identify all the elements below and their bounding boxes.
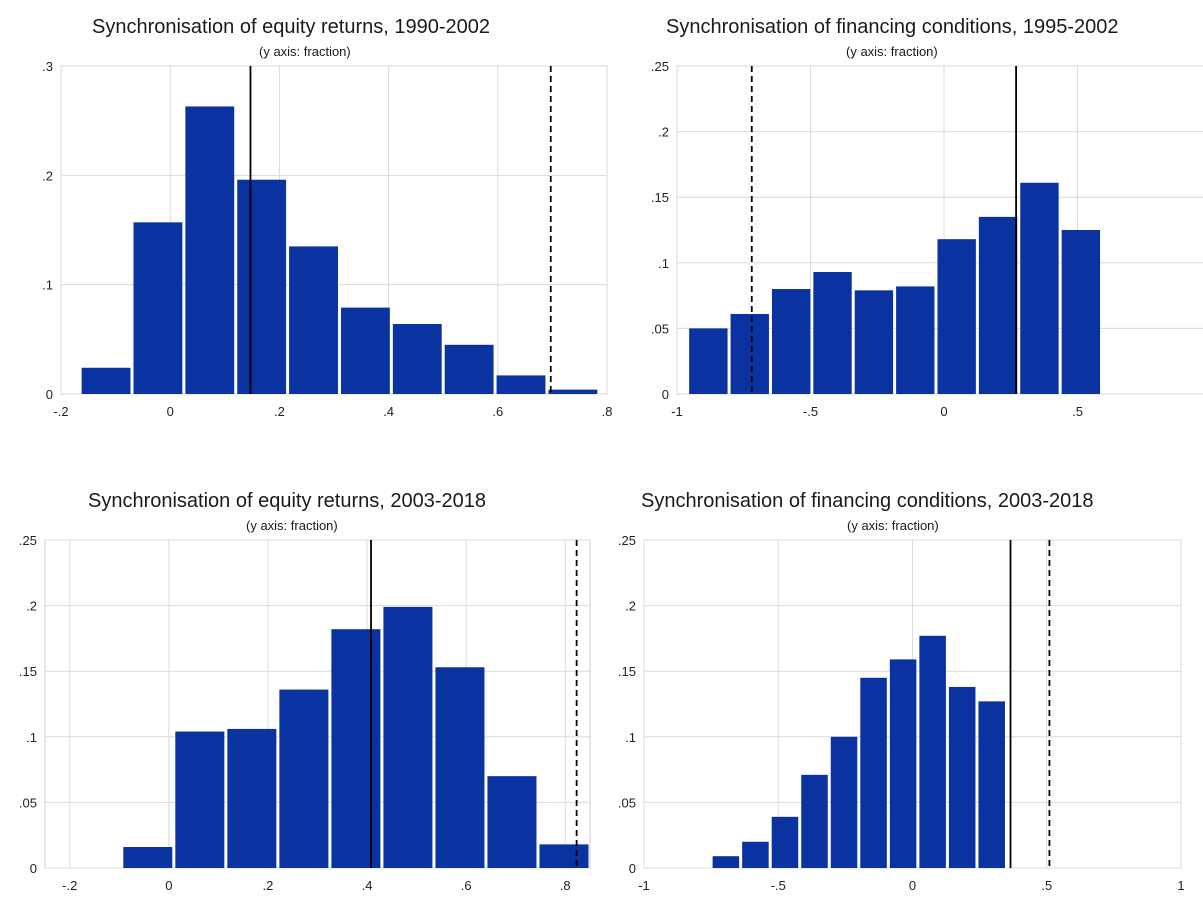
histogram-bar [889, 659, 917, 868]
y-tick-label: .2 [42, 168, 53, 183]
y-tick-label: .2 [26, 599, 37, 614]
histogram-bar [487, 776, 537, 868]
y-tick-label: 0 [662, 387, 669, 402]
x-tick-label: 0 [940, 404, 947, 419]
chart-title: Synchronisation of financing conditions,… [666, 16, 1119, 38]
x-tick-label: 0 [167, 404, 174, 419]
histogram-bar [860, 677, 887, 868]
x-tick-label: -.5 [771, 878, 786, 893]
y-tick-label: .1 [42, 278, 53, 293]
x-tick-label: -.2 [53, 404, 68, 419]
histogram-bar [919, 635, 946, 868]
histogram-bar [81, 367, 131, 394]
histogram-bar [1061, 230, 1101, 394]
x-tick-label: 1 [1177, 878, 1184, 893]
histogram-bar [123, 847, 173, 868]
x-tick-label: -1 [638, 878, 650, 893]
chart-panel-equity-1990-2002: Synchronisation of equity returns, 1990-… [0, 0, 613, 440]
x-tick-label: -.5 [803, 404, 818, 419]
histogram-bar [854, 290, 894, 394]
chart-panel-financing-2003-2018: Synchronisation of financing conditions,… [603, 448, 1203, 897]
histogram-bar [383, 606, 433, 868]
y-tick-label: .1 [625, 730, 636, 745]
histogram-bar [289, 246, 338, 394]
histogram-bar [978, 216, 1018, 394]
histogram-bar [392, 324, 442, 394]
y-tick-label: 0 [629, 861, 636, 876]
x-tick-label: .4 [362, 878, 373, 893]
chart-title: Synchronisation of financing conditions,… [641, 490, 1094, 512]
x-tick-label: -.2 [62, 878, 77, 893]
chart-panel-equity-2003-2018: Synchronisation of equity returns, 2003-… [0, 448, 600, 897]
y-tick-label: .15 [651, 190, 669, 205]
x-tick-label: .5 [1072, 404, 1083, 419]
histogram-bar [830, 736, 858, 868]
histogram-bar [771, 816, 799, 868]
chart-subtitle: (y axis: fraction) [246, 518, 338, 533]
histogram-bar [978, 701, 1005, 868]
x-tick-label: 0 [909, 878, 916, 893]
histogram-bar [133, 222, 183, 394]
histogram-bar [896, 286, 935, 394]
histogram-bar [340, 307, 390, 394]
chart-panel-financing-1995-2002: Synchronisation of financing conditions,… [603, 0, 1203, 440]
y-tick-label: .05 [19, 795, 37, 810]
histogram-bar [730, 313, 769, 394]
x-tick-label: .2 [274, 404, 285, 419]
y-tick-label: .1 [26, 730, 37, 745]
histogram-bar [331, 629, 381, 868]
x-tick-label: .6 [461, 878, 472, 893]
y-tick-label: .15 [618, 664, 636, 679]
histogram-bar [548, 389, 598, 394]
histogram-bar [279, 689, 329, 868]
y-tick-label: .3 [42, 59, 53, 74]
histogram-bar [771, 289, 811, 394]
histogram-bar [435, 667, 485, 868]
y-tick-label: .25 [651, 59, 669, 74]
y-tick-label: .25 [618, 533, 636, 548]
histogram-equity-2003-2018: -.2 0 .2 .4 .6 .8 0 .05 .1 .15 .2 .25 [19, 533, 591, 893]
chart-subtitle: (y axis: fraction) [847, 518, 939, 533]
chart-subtitle: (y axis: fraction) [846, 44, 938, 59]
histogram-bar [742, 841, 769, 868]
histogram-bar [185, 106, 235, 394]
x-tick-label: .8 [560, 878, 571, 893]
x-tick-label: .6 [492, 404, 503, 419]
y-tick-label: .05 [618, 795, 636, 810]
chart-title: Synchronisation of equity returns, 1990-… [92, 16, 491, 38]
histogram-bar [937, 239, 976, 394]
histogram-bar [237, 179, 287, 394]
y-tick-label: .2 [658, 125, 669, 140]
chart-title: Synchronisation of equity returns, 2003-… [88, 490, 487, 512]
histogram-bar [801, 774, 828, 868]
y-tick-label: .25 [19, 533, 37, 548]
histogram-financing-2003-2018: -1 -.5 0 .5 1 0 .05 .1 .15 .2 .25 [618, 533, 1185, 893]
y-tick-label: .2 [625, 599, 636, 614]
y-tick-label: .05 [651, 321, 669, 336]
histogram-bar [712, 856, 740, 868]
histogram-bar [689, 328, 728, 394]
histogram-bar [227, 728, 277, 868]
x-tick-label: .5 [1041, 878, 1052, 893]
x-tick-label: 0 [165, 878, 172, 893]
x-tick-label: .8 [602, 404, 613, 419]
histogram-bar [813, 271, 852, 394]
x-tick-label: -1 [671, 404, 683, 419]
histogram-bar [539, 844, 589, 868]
histogram-bar [444, 344, 494, 394]
y-tick-label: 0 [46, 387, 53, 402]
x-tick-label: .2 [263, 878, 274, 893]
histogram-equity-1990-2002: -.2 0.2.4.6.80.1.2.3 [42, 59, 613, 419]
y-tick-label: .1 [658, 256, 669, 271]
y-tick-label: .15 [19, 664, 37, 679]
x-tick-label: .4 [383, 404, 394, 419]
chart-subtitle: (y axis: fraction) [259, 44, 351, 59]
histogram-bar [1020, 182, 1059, 394]
histogram-bar [496, 375, 546, 394]
histogram-bar [175, 731, 225, 868]
y-tick-label: 0 [30, 861, 37, 876]
histogram-bar [948, 686, 976, 868]
histogram-financing-1995-2002: -1-.50.510.05.1.15.2.25 [651, 59, 1203, 419]
